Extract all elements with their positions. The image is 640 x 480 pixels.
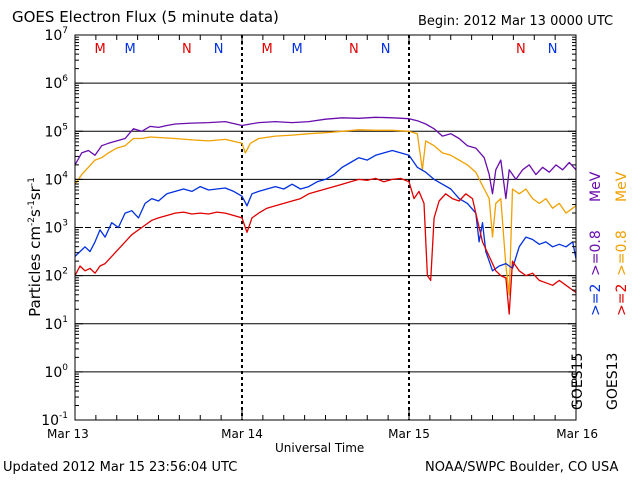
marker-n: N [381,42,391,57]
y-tick-label: 100 [44,363,68,381]
begin-date: Begin: 2012 Mar 13 0000 UTC [418,14,614,29]
legend-goes13-08mev: >=0.8 [614,230,630,276]
y-tick-label: 106 [44,74,68,92]
y-axis-label-exp2: -1 [27,200,37,210]
y-tick-label: 104 [44,170,68,188]
series-line-goes13_08 [74,129,577,296]
x-tick-label: Mar 16 [556,427,598,441]
grid-layer [75,35,576,420]
legend-goes15-08mev: >=0.8 [588,230,604,276]
y-tick-exponent: -1 [59,411,68,421]
y-axis-label-base: Particles cm [26,225,44,317]
marker-n: N [214,42,224,57]
y-tick-base: 10 [44,28,62,44]
y-tick-exponent: 7 [62,26,68,36]
y-axis-label: Particles cm-2s-1sr-1 [26,157,44,337]
y-tick-exponent: 2 [62,267,68,277]
y-tick-base: 10 [44,365,62,381]
legend-mev-2: MeV [614,171,630,202]
y-axis-label-exp1: -2 [27,216,37,226]
y-tick-exponent: 4 [62,170,68,180]
y-tick-base: 10 [44,172,62,188]
marker-m: M [261,42,272,57]
legend-mev-1: MeV [588,171,604,202]
y-tick-exponent: 6 [62,74,68,84]
y-tick-base: 10 [41,413,59,429]
y-tick-base: 10 [44,317,62,333]
y-tick-label: 10-1 [41,411,68,429]
y-tick-base: 10 [44,221,62,237]
legend-goes13: GOES13 [605,352,621,410]
y-tick-label: 102 [44,267,68,285]
y-tick-label: 107 [44,26,68,44]
updated-timestamp: Updated 2012 Mar 15 23:56:04 UTC [3,460,238,475]
y-tick-exponent: 3 [62,219,68,229]
y-axis-label-sr: sr [26,186,44,201]
x-axis-label: Universal Time [275,441,365,455]
y-tick-exponent: 5 [62,122,68,132]
y-tick-label: 103 [44,219,68,237]
chart-title: GOES Electron Flux (5 minute data) [12,8,279,26]
series-line-goes13_2 [74,177,577,315]
legend-goes13-2mev: >=2 [614,283,630,316]
y-tick-base: 10 [44,269,62,285]
marker-m: M [125,42,136,57]
marker-m: M [292,42,303,57]
x-tick-label: Mar 15 [388,427,430,441]
marker-n: N [516,42,526,57]
credit-text: NOAA/SWPC Boulder, CO USA [425,460,619,475]
legend-goes15-2mev: >=2 [588,283,604,316]
series-line-goes15_2 [74,149,577,272]
legend-goes15: GOES15 [570,352,586,410]
y-tick-base: 10 [44,76,62,92]
x-tick-label: Mar 13 [47,427,89,441]
y-axis-label-s: s [26,209,44,217]
y-tick-label: 101 [44,315,68,333]
marker-m: M [94,42,105,57]
series-layer [74,116,577,315]
y-tick-base: 10 [44,124,62,140]
marker-n: N [182,42,192,57]
y-axis-label-exp3: -1 [27,177,37,187]
x-tick-label: Mar 14 [221,427,263,441]
y-tick-label: 105 [44,122,68,140]
y-tick-exponent: 0 [62,363,68,373]
series-line-goes15_08 [74,116,577,200]
marker-n: N [349,42,359,57]
y-tick-exponent: 1 [62,315,68,325]
marker-n: N [548,42,558,57]
